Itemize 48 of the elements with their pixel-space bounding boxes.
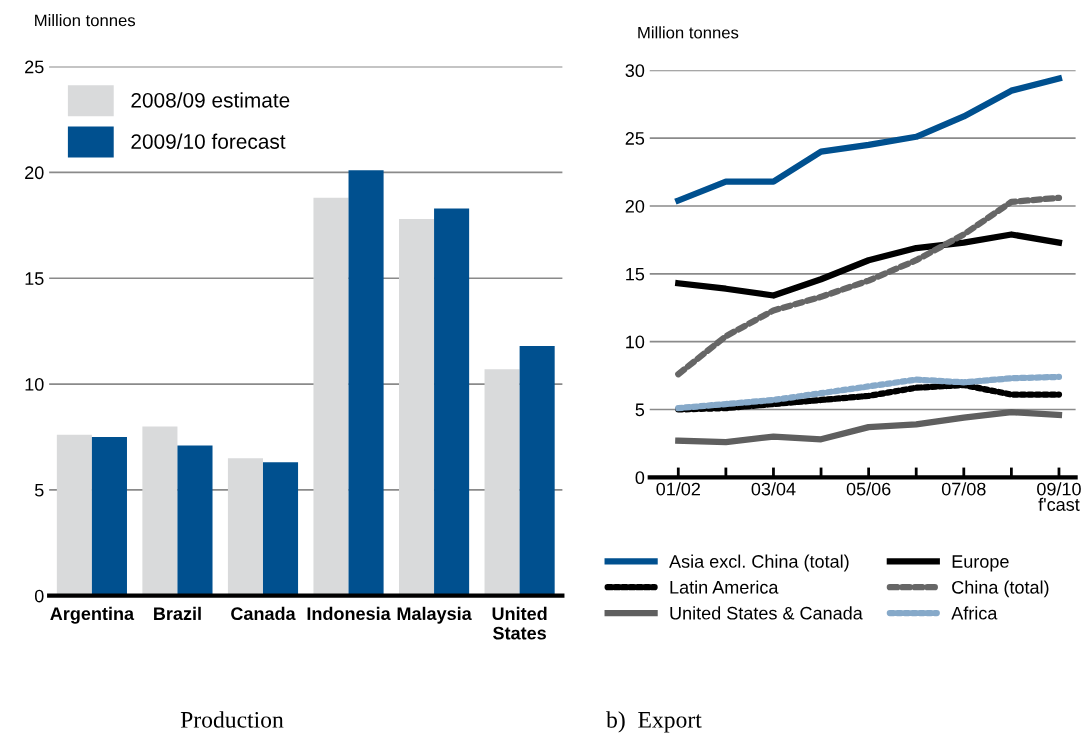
x-tick-label: United States [492, 606, 547, 640]
legend-label: Latin America [670, 580, 779, 594]
x-tick-label: Canada [231, 606, 296, 621]
bar [262, 462, 299, 596]
y-tick-label: 25 [25, 60, 44, 74]
bar [142, 426, 178, 596]
bar [227, 458, 263, 596]
x-tick-label: Brazil [154, 606, 201, 621]
x-tick-label: 05/06 [846, 482, 891, 496]
bar [519, 345, 555, 596]
legend-label: Africa [951, 606, 998, 620]
y-tick-label: 15 [626, 267, 645, 281]
bar [177, 445, 213, 596]
bar [399, 218, 435, 596]
y-tick-label: 10 [626, 335, 645, 349]
text: Production [180, 711, 284, 728]
legend-label: Asia excl. China (total) [669, 554, 849, 572]
legend-label: 2008/09 estimate [131, 92, 290, 108]
legend-label: 2009/10 forecast [131, 133, 286, 149]
x-tick-label: Malaysia [397, 606, 472, 624]
y-tick-label: 30 [625, 64, 645, 78]
bar [484, 369, 520, 596]
y-tick-label: 5 [635, 403, 645, 417]
y-tick-label: 20 [625, 199, 645, 213]
x-tick-label: 01/02 [656, 482, 700, 496]
legend-label: United States & Canada [670, 606, 863, 620]
text: b) Export [606, 711, 702, 733]
y-tick-label: 20 [25, 166, 44, 180]
x-tick-label: Indonesia [307, 606, 391, 621]
y-tick-label: 0 [635, 471, 645, 485]
y-tick-label: 10 [25, 377, 44, 391]
bar [56, 434, 92, 596]
y-tick-label: 5 [34, 484, 44, 497]
y-tick-label: 0 [34, 589, 44, 603]
bar [348, 170, 384, 596]
y-axis-title: Million tonnes [35, 14, 136, 27]
x-tick-label: 09/10 f'cast [1037, 482, 1081, 511]
bar [91, 436, 127, 596]
legend-label: China (total) [952, 580, 1049, 598]
x-tick-label: 03/04 [751, 482, 796, 496]
bar [313, 197, 349, 596]
legend-label: Europe [952, 555, 1009, 572]
y-tick-label: 25 [625, 132, 645, 145]
bar [434, 208, 470, 596]
y-axis-title: Million tonnes [638, 26, 739, 39]
x-tick-label: Argentina [50, 606, 135, 624]
x-tick-label: 07/08 [941, 482, 986, 496]
y-tick-label: 15 [25, 272, 44, 285]
